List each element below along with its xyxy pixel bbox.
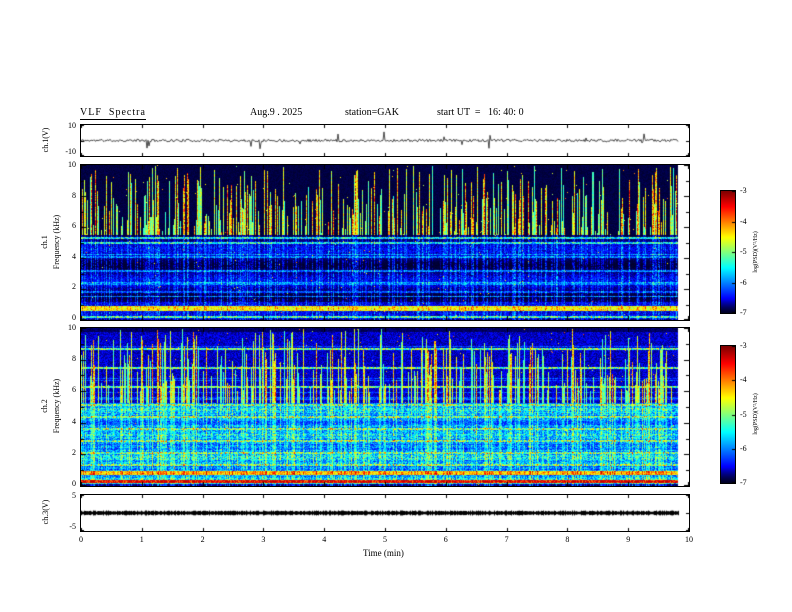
station-label: station=GAK — [345, 107, 399, 118]
ch2-spectrogram-panel — [80, 327, 690, 487]
ch1-waveform-panel — [80, 124, 690, 157]
colorbar2-tick-label: -3 — [740, 341, 747, 350]
start-ut-label: start UT = 16: 40: 0 — [437, 107, 524, 118]
ch1-spec-ytick-label: 10 — [68, 160, 76, 169]
colorbar1-canvas — [721, 191, 735, 313]
colorbar1-tick-label: -3 — [740, 186, 747, 195]
figure-title: VLF Spectra — [80, 107, 146, 120]
ch1-voltage-axis-label: ch.1(V) — [41, 127, 50, 153]
ch1-waveform-canvas — [81, 125, 689, 156]
x-tick-label: 10 — [685, 535, 693, 544]
colorbar1-label: log(PSD)(V²/Hz) — [753, 231, 759, 273]
colorbar2-tick-label: -5 — [740, 409, 747, 419]
x-tick-label: 6 — [443, 535, 448, 544]
colorbar2-tick-label: -6 — [740, 443, 747, 453]
ch2-spec-ytick-label: 10 — [68, 323, 76, 332]
x-tick-label: 4 — [322, 535, 327, 544]
colorbar1-tick-label: -6 — [740, 277, 747, 287]
x-tick-label: 9 — [626, 535, 631, 544]
ch2-spec-ytick-label: 6 — [72, 385, 76, 395]
ch1-channel-label: ch.1 — [40, 235, 49, 249]
colorbar2-tick-label: -4 — [740, 375, 747, 385]
ch1-spec-ytick-label: 0 — [72, 313, 76, 322]
x-axis-title: Time (min) — [363, 548, 404, 558]
ch3-voltage-axis-label: ch.3(V) — [41, 499, 50, 525]
ch3-wave-ytick-label: 5 — [72, 491, 76, 500]
ch1-spectrogram-panel — [80, 164, 690, 321]
colorbar2-tick-label: -7 — [740, 478, 747, 487]
ch3-waveform-canvas — [81, 495, 689, 531]
x-tick-label: 5 — [383, 535, 387, 544]
x-tick-label: 7 — [504, 535, 509, 544]
ch2-spec-ytick-label: 0 — [72, 479, 76, 488]
ch1-spec-ytick-label: 4 — [72, 251, 76, 261]
colorbar2-canvas — [721, 346, 735, 483]
ch2-spec-ytick-label: 4 — [72, 416, 76, 426]
x-tick-label: 8 — [565, 535, 570, 544]
colorbar1 — [720, 190, 736, 314]
x-tick-label: 2 — [200, 535, 205, 544]
ch2-spectrogram-canvas — [81, 328, 689, 486]
ch2-channel-label: ch.2 — [40, 399, 49, 413]
ch1-spec-ytick-label: 2 — [72, 282, 76, 292]
ch2-spec-ytick-label: 8 — [72, 354, 76, 364]
x-tick-label: 0 — [79, 535, 83, 544]
ch3-wave-ytick-label: -5 — [69, 522, 76, 531]
colorbar1-tick-label: -5 — [740, 247, 747, 256]
colorbar1-tick-label: -7 — [740, 308, 747, 317]
colorbar2 — [720, 345, 736, 484]
ch1-spec-ytick-label: 6 — [72, 221, 76, 231]
date-label: Aug.9 . 2025 — [250, 107, 303, 118]
ch3-waveform-panel — [80, 494, 690, 532]
colorbar1-tick-label: -4 — [740, 216, 747, 226]
ch1-spec-ytick-label: 8 — [72, 190, 76, 200]
ch2-spec-ytick-label: 2 — [72, 447, 76, 457]
ch1-wave-ytick-label: -10 — [65, 147, 76, 156]
x-tick-label: 3 — [261, 535, 266, 544]
ch1-spectrogram-canvas — [81, 165, 689, 320]
ch1-wave-ytick-label: 10 — [68, 121, 76, 130]
colorbar2-label: log(PSD)(V²/Hz) — [753, 393, 759, 435]
x-tick-label: 1 — [139, 535, 144, 544]
